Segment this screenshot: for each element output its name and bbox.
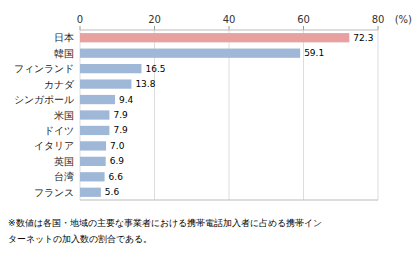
- grid-line: [378, 30, 379, 200]
- category-label: カナダ: [44, 79, 75, 90]
- category-label: 米国: [54, 110, 74, 121]
- category-label: フィンランド: [14, 63, 74, 74]
- tick-mark: [154, 26, 155, 30]
- tick-label: 40: [223, 14, 236, 25]
- page: {"chart_data": {"type": "bar", "orientat…: [0, 0, 418, 272]
- category-label: シンガポール: [14, 94, 74, 105]
- bar: [80, 188, 101, 197]
- bar: [80, 64, 141, 73]
- data-label: 7.0: [110, 141, 125, 151]
- tick-mark: [378, 26, 379, 30]
- data-label: 72.3: [353, 33, 373, 43]
- tick-label: 80: [372, 14, 385, 25]
- data-label: 7.9: [113, 125, 128, 135]
- category-label: フランス: [34, 187, 74, 198]
- category-label: 英国: [54, 156, 74, 167]
- tick-mark: [303, 26, 304, 30]
- axis-line: [80, 30, 378, 31]
- bar: [80, 110, 109, 119]
- grid: [80, 26, 378, 200]
- bar: [80, 49, 300, 58]
- bar: [80, 141, 106, 150]
- category-label: 台湾: [54, 171, 74, 182]
- tick-label: 0: [77, 14, 83, 25]
- data-label: 13.8: [135, 79, 155, 89]
- footnote: ※数値は各国・地域の主要な事業者における携帯電話加入者に占める携帯イン: [8, 218, 322, 228]
- category-label: イタリア: [34, 140, 74, 151]
- bar: [80, 33, 349, 42]
- bar: [80, 172, 105, 181]
- data-label: 16.5: [145, 64, 165, 74]
- bar: [80, 126, 109, 135]
- footnote: ターネットの加入数の割合である。: [8, 234, 152, 244]
- chart: 0 20 40 60 80 (%) 日本 72.3 韓国 59.1 フィンランド 16.5 カナダ 13.…: [0, 0, 418, 272]
- bar: [80, 157, 106, 166]
- data-label: 9.4: [119, 95, 134, 105]
- bar: [80, 95, 115, 104]
- tick-mark: [229, 26, 230, 30]
- tick-label: 20: [148, 14, 161, 25]
- data-label: 59.1: [304, 48, 324, 58]
- data-label: 6.9: [110, 156, 125, 166]
- bars: [80, 33, 349, 197]
- bar: [80, 79, 131, 88]
- category-label: ドイツ: [44, 125, 74, 136]
- data-label: 7.9: [113, 110, 128, 120]
- tick-mark: [80, 26, 81, 30]
- axis-line: [80, 200, 378, 201]
- data-label: 6.6: [109, 172, 124, 182]
- data-label: 5.6: [105, 187, 120, 197]
- tick-label: 60: [297, 14, 310, 25]
- category-label: 韓国: [54, 48, 74, 59]
- category-label: 日本: [54, 32, 74, 43]
- axis-label: (%): [395, 14, 412, 25]
